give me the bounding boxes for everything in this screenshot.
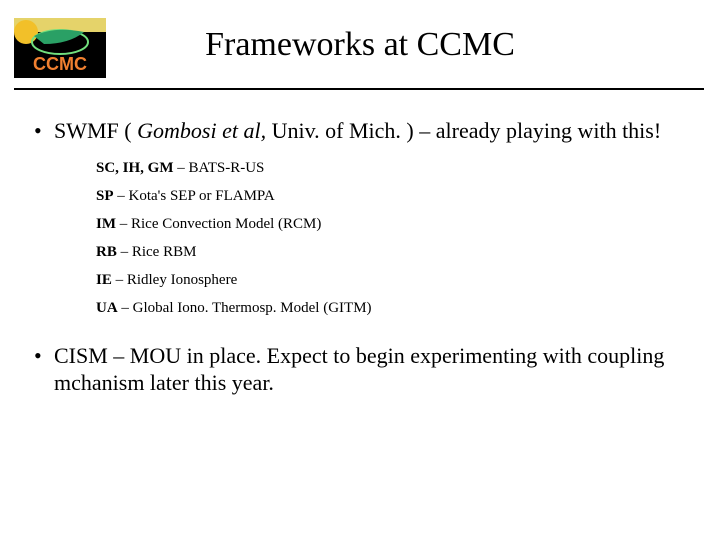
- sub-bold: IE: [96, 272, 112, 288]
- sub-rest: – Rice Convection Model (RCM): [116, 216, 321, 232]
- sub-rest: – Ridley Ionosphere: [112, 272, 237, 288]
- bullet-swmf: SWMF ( Gombosi et al, Univ. of Mich. ) –…: [34, 118, 694, 145]
- sub-rb: RB – Rice RBM: [96, 243, 694, 261]
- bullet-swmf-italic: Gombosi et al,: [137, 118, 266, 143]
- bullet-swmf-suffix: Univ. of Mich. ) – already playing with …: [266, 118, 661, 143]
- sub-bold: SP: [96, 188, 114, 204]
- slide-body: SWMF ( Gombosi et al, Univ. of Mich. ) –…: [34, 118, 694, 410]
- swmf-sublist: SC, IH, GM – BATS-R-US SP – Kota's SEP o…: [96, 159, 694, 317]
- sub-rest: – BATS-R-US: [174, 160, 265, 176]
- sub-im: IM – Rice Convection Model (RCM): [96, 215, 694, 233]
- sub-ua: UA – Global Iono. Thermosp. Model (GITM): [96, 299, 694, 317]
- sub-bold: UA: [96, 300, 118, 316]
- bullet-cism: CISM – MOU in place. Expect to begin exp…: [34, 343, 694, 397]
- sub-bold: IM: [96, 216, 116, 232]
- sub-sp: SP – Kota's SEP or FLAMPA: [96, 187, 694, 205]
- title-underline: [14, 88, 704, 90]
- slide: CCMC Frameworks at CCMC SWMF ( Gombosi e…: [0, 0, 720, 540]
- slide-header: CCMC Frameworks at CCMC: [0, 18, 720, 88]
- slide-title: Frameworks at CCMC: [0, 26, 720, 64]
- bullet-cism-text: CISM – MOU in place. Expect to begin exp…: [54, 343, 664, 395]
- sub-ie: IE – Ridley Ionosphere: [96, 271, 694, 289]
- sub-rest: – Global Iono. Thermosp. Model (GITM): [118, 300, 372, 316]
- sub-bold: RB: [96, 244, 117, 260]
- bullet-swmf-prefix: SWMF (: [54, 118, 137, 143]
- sub-bold: SC, IH, GM: [96, 160, 174, 176]
- sub-sc-ih-gm: SC, IH, GM – BATS-R-US: [96, 159, 694, 177]
- sub-rest: – Rice RBM: [117, 244, 197, 260]
- sub-rest: – Kota's SEP or FLAMPA: [114, 188, 275, 204]
